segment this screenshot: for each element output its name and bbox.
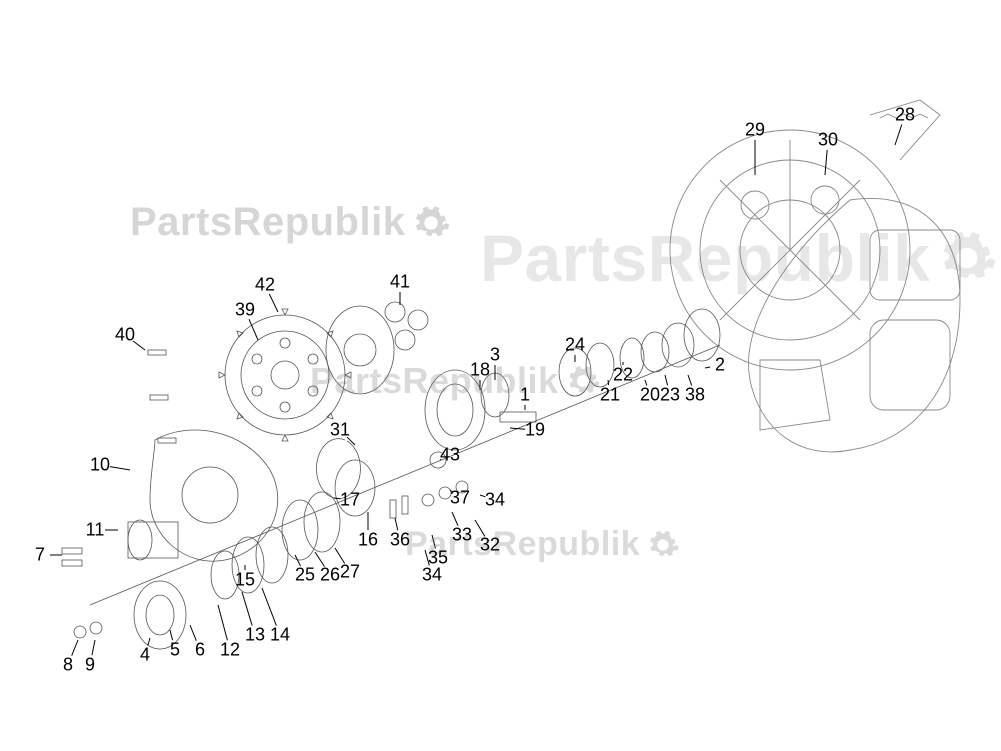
callout-31: 31 — [330, 420, 350, 441]
callout-35: 35 — [428, 548, 448, 569]
callout-17: 17 — [340, 490, 360, 511]
callout-25: 25 — [295, 565, 315, 586]
callout-10: 10 — [90, 455, 110, 476]
callout-2: 2 — [715, 355, 725, 376]
callout-4: 4 — [140, 645, 150, 666]
callout-24: 24 — [565, 335, 585, 356]
exploded-parts-diagram: PartsRepublik PartsRepublik PartsRepubli… — [0, 0, 1001, 751]
callout-9: 9 — [85, 655, 95, 676]
callout-26: 26 — [320, 565, 340, 586]
callout-37: 37 — [450, 488, 470, 509]
callout-34: 34 — [485, 490, 505, 511]
callout-36: 36 — [390, 530, 410, 551]
callout-42: 42 — [255, 275, 275, 296]
callout-30: 30 — [818, 130, 838, 151]
callout-13: 13 — [245, 625, 265, 646]
callout-6: 6 — [195, 640, 205, 661]
callout-38: 38 — [685, 385, 705, 406]
callout-23: 23 — [660, 385, 680, 406]
callout-8: 8 — [63, 655, 73, 676]
callout-7: 7 — [35, 545, 45, 566]
callout-29: 29 — [745, 120, 765, 141]
diagram-svg — [0, 0, 1001, 751]
callout-32: 32 — [480, 535, 500, 556]
leader-lines — [50, 124, 902, 655]
callout-14: 14 — [270, 625, 290, 646]
callout-20: 20 — [640, 385, 660, 406]
callout-15: 15 — [235, 570, 255, 591]
callout-11: 11 — [86, 520, 105, 541]
callout-18: 18 — [470, 360, 490, 381]
callout-40: 40 — [115, 325, 135, 346]
callout-3: 3 — [490, 345, 500, 366]
callout-39: 39 — [235, 300, 255, 321]
callout-1: 1 — [520, 385, 530, 406]
callout-22: 22 — [613, 365, 633, 386]
callout-28: 28 — [895, 105, 915, 126]
callout-27: 27 — [340, 562, 360, 583]
callout-19: 19 — [525, 420, 545, 441]
callout-41: 41 — [390, 272, 410, 293]
callout-16: 16 — [358, 530, 378, 551]
callout-43: 43 — [440, 445, 460, 466]
callout-5: 5 — [170, 640, 180, 661]
callout-21: 21 — [600, 385, 620, 406]
callout-12: 12 — [220, 640, 240, 661]
callout-33: 33 — [452, 525, 472, 546]
